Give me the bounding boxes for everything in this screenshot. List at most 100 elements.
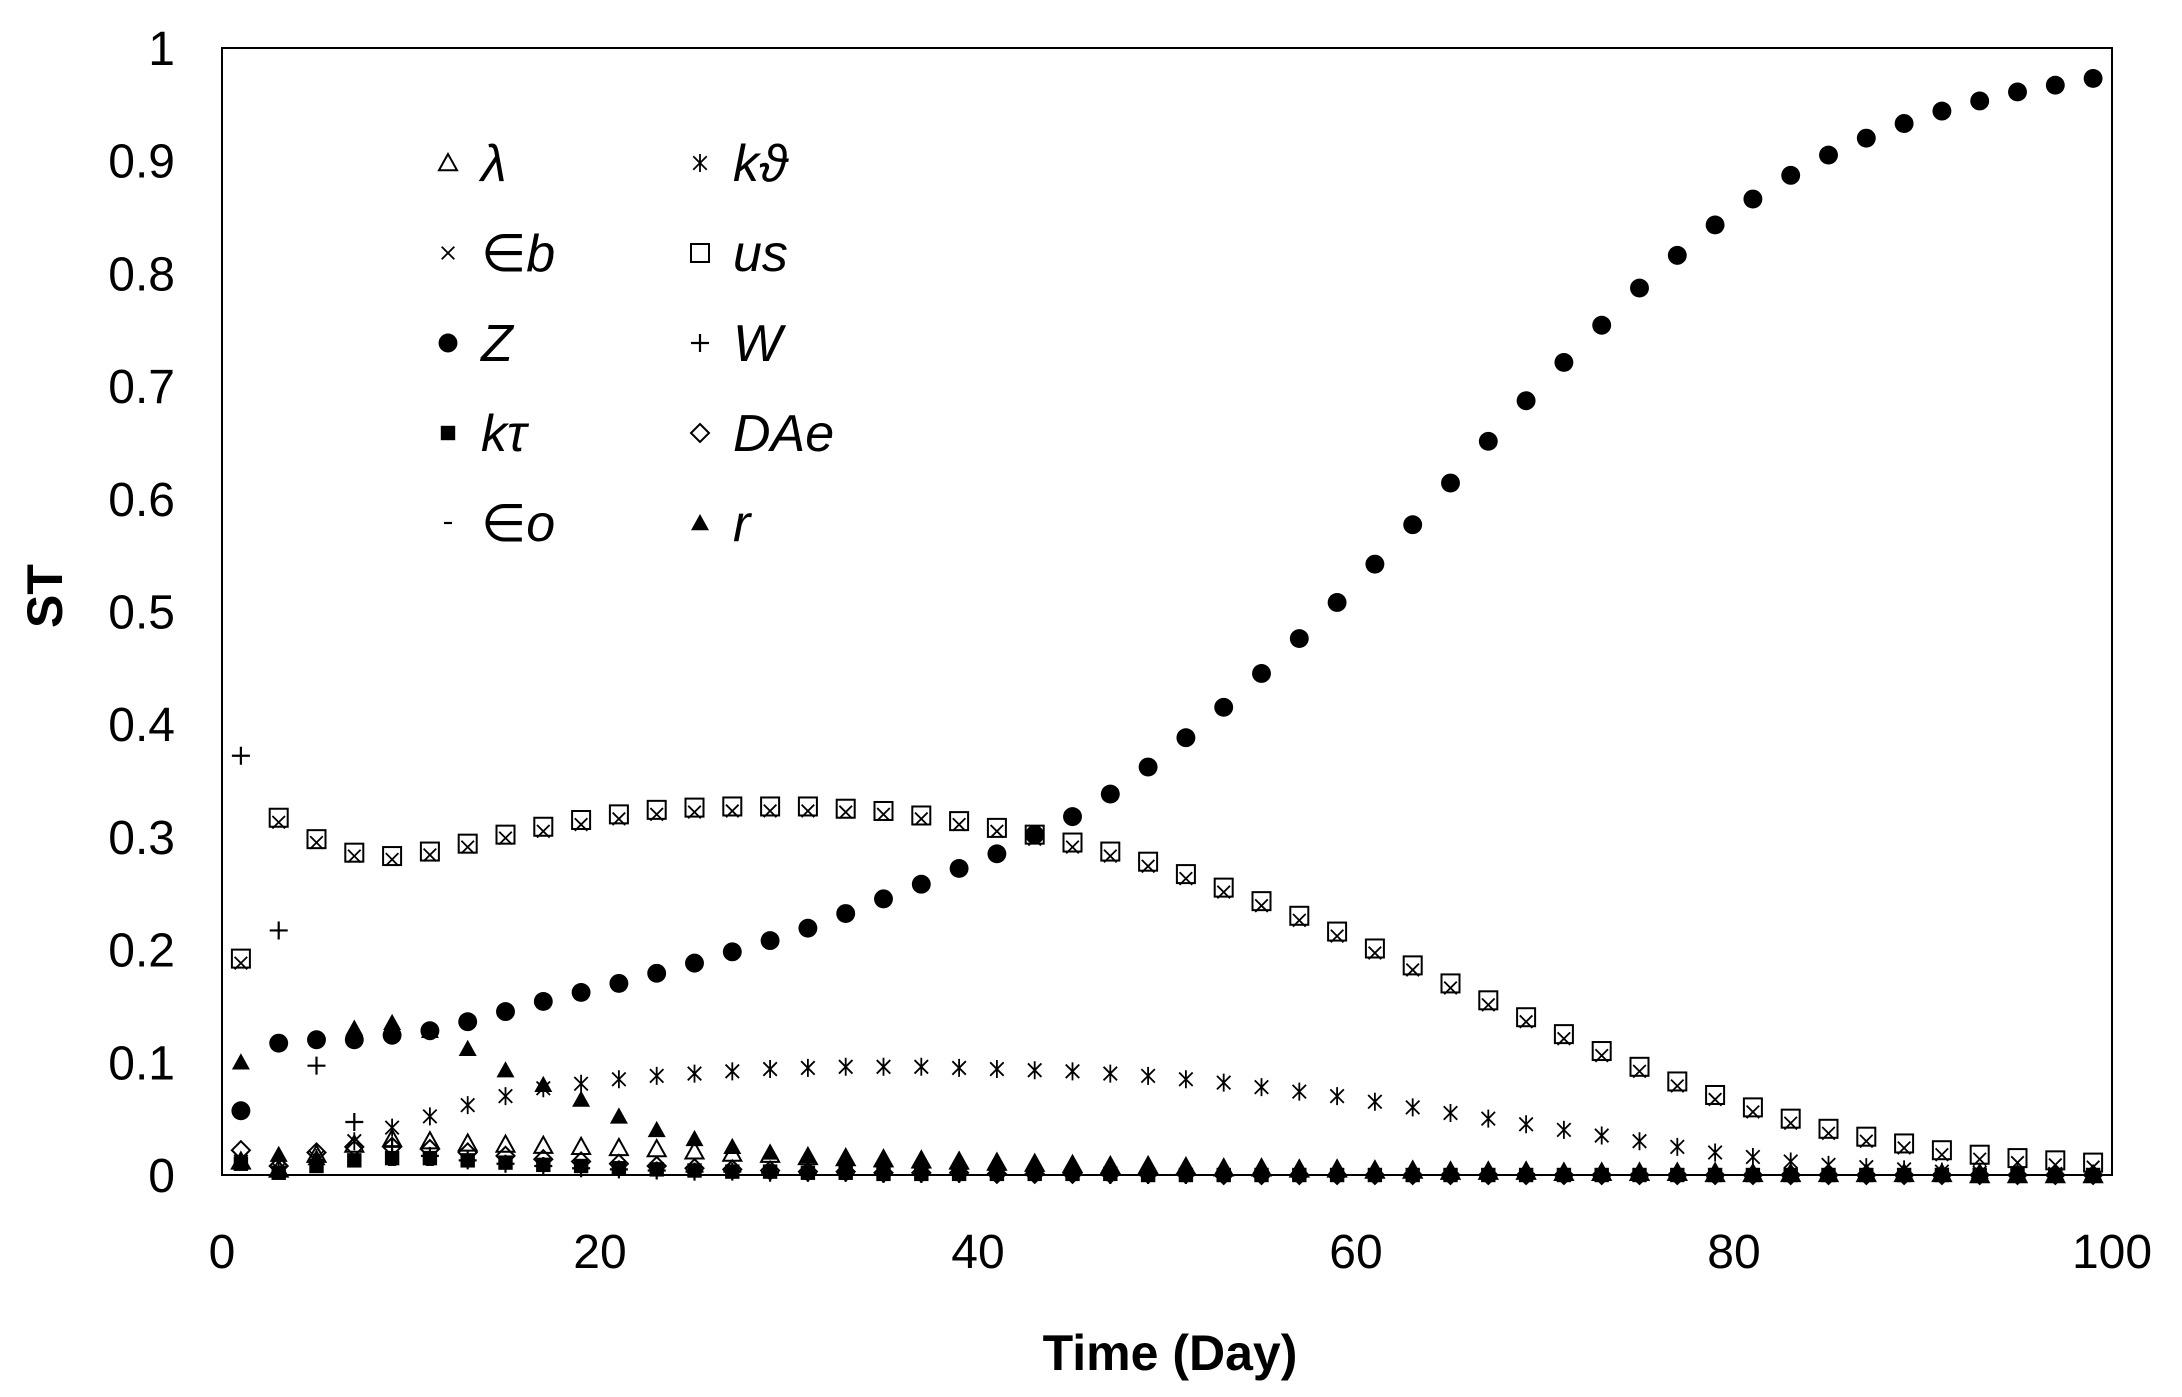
data-point — [1895, 1162, 1914, 1179]
data-point — [910, 1162, 932, 1184]
data-point — [269, 1033, 289, 1053]
legend-marker — [441, 246, 455, 260]
data-point — [1932, 1162, 1951, 1179]
data-point — [1405, 1098, 1421, 1117]
data-point — [457, 1132, 479, 1152]
legend-item: kϑ — [692, 135, 789, 193]
data-point — [1138, 851, 1159, 872]
y-tick-label: 0.3 — [108, 812, 175, 865]
data-point — [1780, 1164, 1802, 1186]
data-point — [1365, 1159, 1384, 1176]
data-point — [230, 1139, 252, 1161]
data-point — [573, 1074, 589, 1093]
x-tick-label: 40 — [951, 1226, 1004, 1279]
data-point — [761, 1143, 780, 1160]
data-point — [1893, 1164, 1915, 1186]
data-point — [1478, 990, 1499, 1011]
data-point — [1480, 1109, 1496, 1128]
data-point — [1592, 1161, 1611, 1178]
x-tick-label: 80 — [1707, 1226, 1760, 1279]
y-tick-label: 0.5 — [108, 587, 175, 640]
data-point — [1518, 1115, 1534, 1134]
data-point — [1667, 1071, 1688, 1092]
data-point — [385, 852, 400, 867]
data-point — [532, 1134, 554, 1154]
data-point — [570, 1151, 592, 1172]
data-point — [347, 849, 362, 863]
data-point — [1063, 807, 1082, 827]
data-point — [873, 800, 894, 821]
legend-marker — [692, 154, 708, 172]
data-point — [723, 1137, 742, 1155]
data-point — [384, 1150, 400, 1166]
data-point — [1178, 1070, 1194, 1089]
data-point — [382, 1025, 402, 1045]
data-point — [1591, 1164, 1613, 1186]
data-point — [382, 846, 403, 867]
data-point — [1213, 877, 1234, 898]
legend-label: ∈o — [481, 495, 555, 553]
data-point — [608, 804, 629, 825]
data-point — [1970, 91, 1990, 111]
data-point — [762, 1060, 778, 1079]
legend-label: DAe — [733, 405, 834, 463]
data-point — [343, 1136, 365, 1158]
data-point — [1214, 1158, 1233, 1175]
data-point — [269, 1145, 288, 1162]
data-point — [1554, 1161, 1573, 1178]
legend-item: Z — [438, 315, 515, 373]
data-point — [1969, 1164, 1991, 1186]
y-tick-label: 0.4 — [108, 699, 175, 752]
data-point — [422, 847, 437, 862]
data-point — [2008, 82, 2027, 102]
data-point — [1705, 215, 1725, 235]
data-point — [1403, 1160, 1422, 1177]
data-point — [307, 1056, 326, 1075]
data-point — [722, 796, 743, 817]
data-point — [1441, 473, 1460, 493]
data-point — [572, 1090, 591, 1107]
data-point — [231, 746, 250, 765]
legend-item: W — [691, 315, 787, 373]
series-10 — [231, 1013, 2103, 1180]
data-point — [458, 1039, 477, 1056]
data-point — [347, 1153, 362, 1168]
data-point — [1554, 352, 1574, 372]
data-point — [1289, 629, 1309, 648]
data-point — [1632, 1132, 1647, 1151]
data-point — [798, 1146, 817, 1164]
data-point — [268, 1155, 290, 1177]
data-point — [2082, 1164, 2104, 1186]
data-point — [494, 1133, 517, 1153]
data-point — [2045, 75, 2065, 95]
data-point — [307, 1149, 326, 1166]
data-point — [835, 798, 856, 819]
data-point — [233, 1156, 249, 1171]
data-point — [345, 1019, 364, 1036]
data-point — [609, 1107, 628, 1124]
data-point — [950, 1153, 969, 1170]
y-tick-label: 0.2 — [108, 925, 175, 978]
data-point — [1706, 1161, 1725, 1178]
data-point — [1214, 697, 1234, 717]
data-point — [1100, 784, 1120, 804]
data-point — [1781, 1162, 1800, 1179]
data-point — [1855, 1164, 1877, 1186]
data-point — [1743, 189, 1763, 209]
data-point — [307, 1030, 326, 1050]
data-point — [760, 796, 781, 817]
data-point — [533, 991, 553, 1011]
data-point — [1743, 1162, 1762, 1179]
data-point — [458, 1012, 478, 1032]
x-tick-label: 20 — [573, 1226, 626, 1279]
data-point — [685, 953, 704, 973]
legend-item: r — [691, 495, 753, 553]
data-point — [759, 1160, 781, 1181]
data-point — [1932, 101, 1952, 121]
data-point — [646, 1155, 668, 1177]
data-point — [797, 1161, 819, 1183]
data-point — [534, 1075, 553, 1093]
data-point — [1818, 1118, 1839, 1139]
data-point — [1666, 1164, 1688, 1186]
